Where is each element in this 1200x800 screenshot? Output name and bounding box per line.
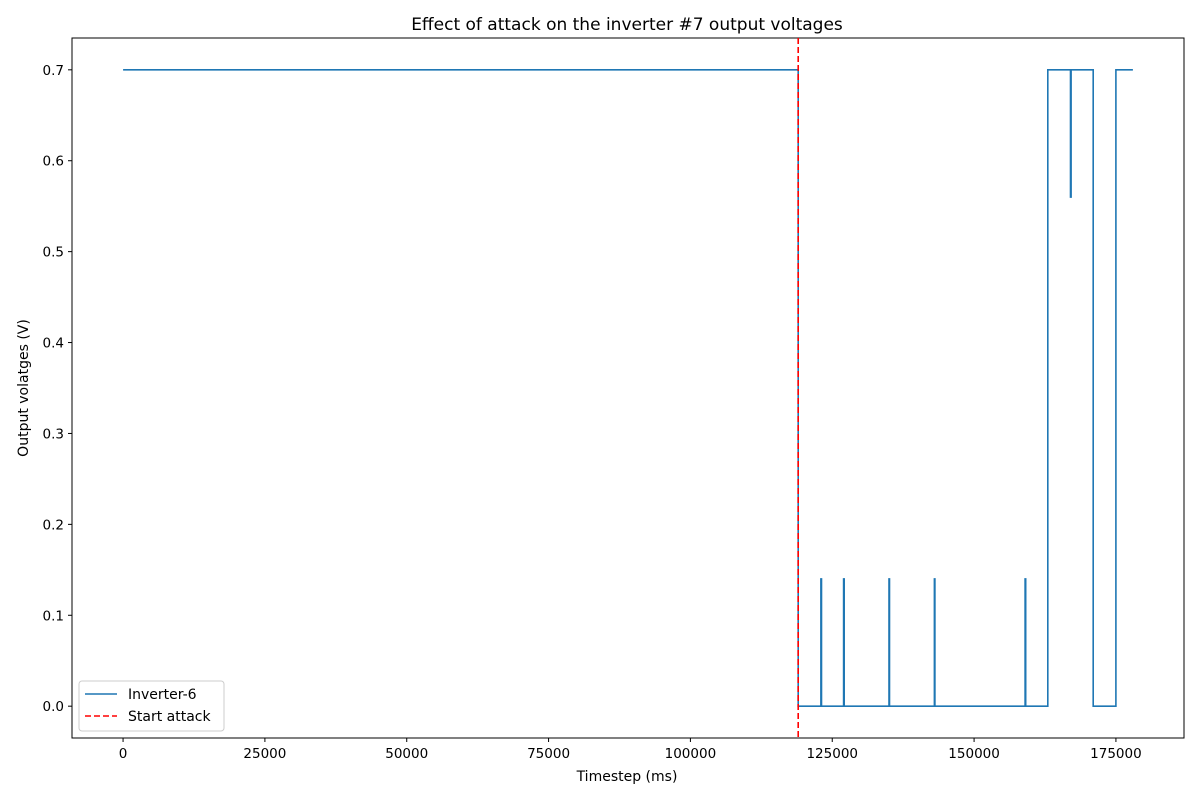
y-tick-label: 0.6	[43, 154, 64, 170]
x-tick-label: 75000	[527, 746, 570, 762]
x-tick-label: 50000	[385, 746, 428, 762]
x-tick-label: 25000	[243, 746, 286, 762]
x-tick-label: 175000	[1090, 746, 1142, 762]
plot-area	[71, 37, 1185, 739]
x-axis-ticks: 0 25000 50000 75000 100000 125000 150000 175000	[119, 738, 1142, 762]
y-tick-label: 0.2	[43, 517, 64, 533]
y-tick-label: 0.4	[43, 336, 64, 352]
x-tick-label: 100000	[665, 746, 717, 762]
x-tick-label: 150000	[948, 746, 1000, 762]
y-axis-label: Output volatges (V)	[16, 319, 32, 457]
legend: Inverter-6 Start attack	[78, 680, 225, 732]
y-tick-label: 0.3	[43, 426, 64, 442]
legend-label-inverter-6: Inverter-6	[128, 687, 197, 703]
y-axis-ticks: 0.0 0.1 0.2 0.3 0.4 0.5 0.6 0.7	[43, 63, 72, 715]
y-tick-label: 0.7	[43, 63, 64, 79]
y-tick-label: 0.1	[43, 608, 64, 624]
x-tick-label: 125000	[806, 746, 858, 762]
y-tick-label: 0.0	[43, 699, 64, 715]
y-tick-label: 0.5	[43, 245, 64, 261]
x-tick-label: 0	[119, 746, 128, 762]
chart-title: Effect of attack on the inverter #7 outp…	[411, 15, 843, 35]
series-line-inverter-6	[123, 69, 1133, 708]
legend-label-start-attack: Start attack	[128, 709, 211, 725]
plot-content	[123, 38, 1133, 738]
x-axis-label: Timestep (ms)	[576, 769, 678, 785]
